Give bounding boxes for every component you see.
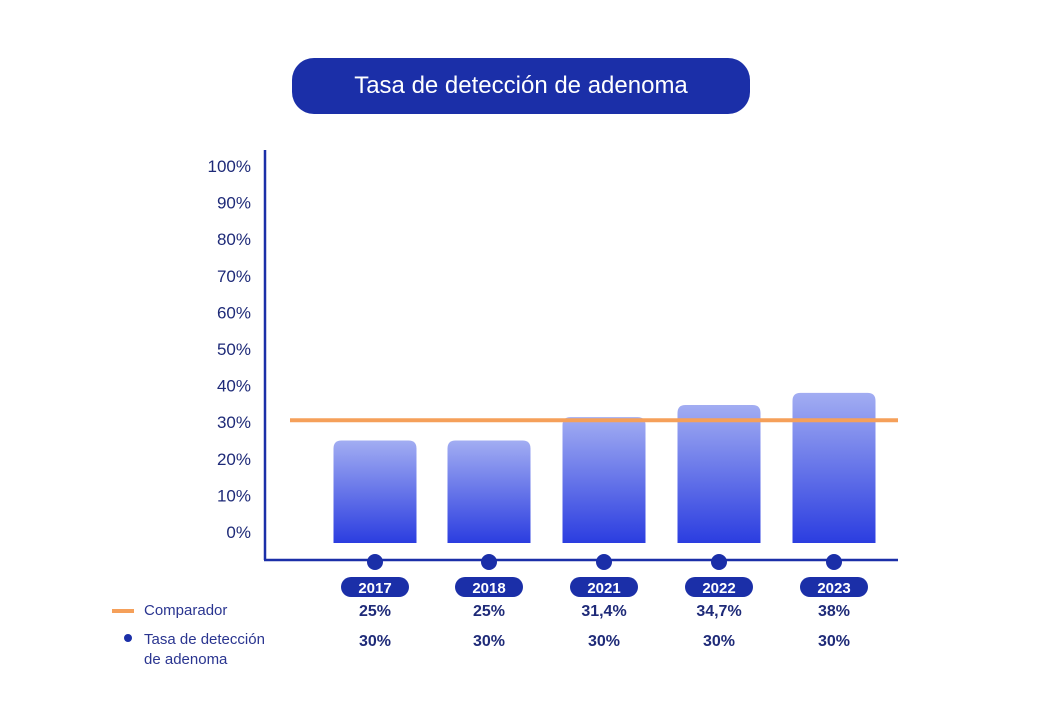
bar-value-label: 25% [359, 603, 391, 620]
y-tick-label: 30% [217, 413, 251, 432]
legend-comparator-label: Comparador [144, 602, 227, 619]
comparator-value-label: 30% [473, 633, 505, 650]
axis-dot [711, 554, 727, 570]
bar-value-label: 31,4% [581, 603, 626, 620]
axis-dot [596, 554, 612, 570]
year-pill [455, 577, 523, 597]
year-label: 2022 [702, 580, 735, 597]
bar-2022 [677, 404, 761, 543]
y-tick-label: 10% [217, 486, 251, 505]
legend-rate-label-line1: Tasa de detección [144, 631, 265, 648]
year-label: 2023 [817, 580, 850, 597]
bars [333, 392, 876, 543]
legend-rate-label-line2: de adenoma [144, 651, 228, 668]
year-label: 2018 [472, 580, 505, 597]
year-pill [685, 577, 753, 597]
comparator-value-label: 30% [588, 633, 620, 650]
axis-dot [826, 554, 842, 570]
bar-2023 [792, 392, 876, 543]
bar-value-label: 38% [818, 603, 850, 620]
chart-title: Tasa de detección de adenoma [292, 58, 750, 114]
y-tick-label: 80% [217, 230, 251, 249]
x-axis-items: 2017 25% 30% 2018 25% 30% 2021 31,4% 30% 2022 34,7… [341, 554, 868, 650]
y-tick-label: 40% [217, 377, 251, 396]
axis-dot [367, 554, 383, 570]
comparator-value-label: 30% [359, 633, 391, 650]
comparator-value-label: 30% [703, 633, 735, 650]
y-tick-label: 100% [208, 157, 251, 176]
year-pill [800, 577, 868, 597]
axis-dot [481, 554, 497, 570]
year-pill [570, 577, 638, 597]
y-axis-ticks: 100% 90% 80% 70% 60% 50% 40% 30% 20% 10% 0% [208, 157, 251, 542]
y-tick-label: 60% [217, 303, 251, 322]
bar-2017 [333, 440, 417, 543]
bar-value-label: 34,7% [696, 603, 741, 620]
y-tick-label: 70% [217, 267, 251, 286]
legend: Comparador Tasa de detección de adenoma [112, 602, 265, 668]
year-label: 2021 [587, 580, 620, 597]
year-label: 2017 [358, 580, 391, 597]
y-tick-label: 50% [217, 340, 251, 359]
legend-rate-marker [124, 634, 132, 642]
y-tick-label: 90% [217, 194, 251, 213]
y-tick-label: 20% [217, 450, 251, 469]
year-pill [341, 577, 409, 597]
bar-value-label: 25% [473, 603, 505, 620]
bar-2021 [562, 417, 646, 543]
y-tick-label: 0% [226, 523, 251, 542]
comparator-value-label: 30% [818, 633, 850, 650]
bar-2018 [447, 440, 531, 543]
